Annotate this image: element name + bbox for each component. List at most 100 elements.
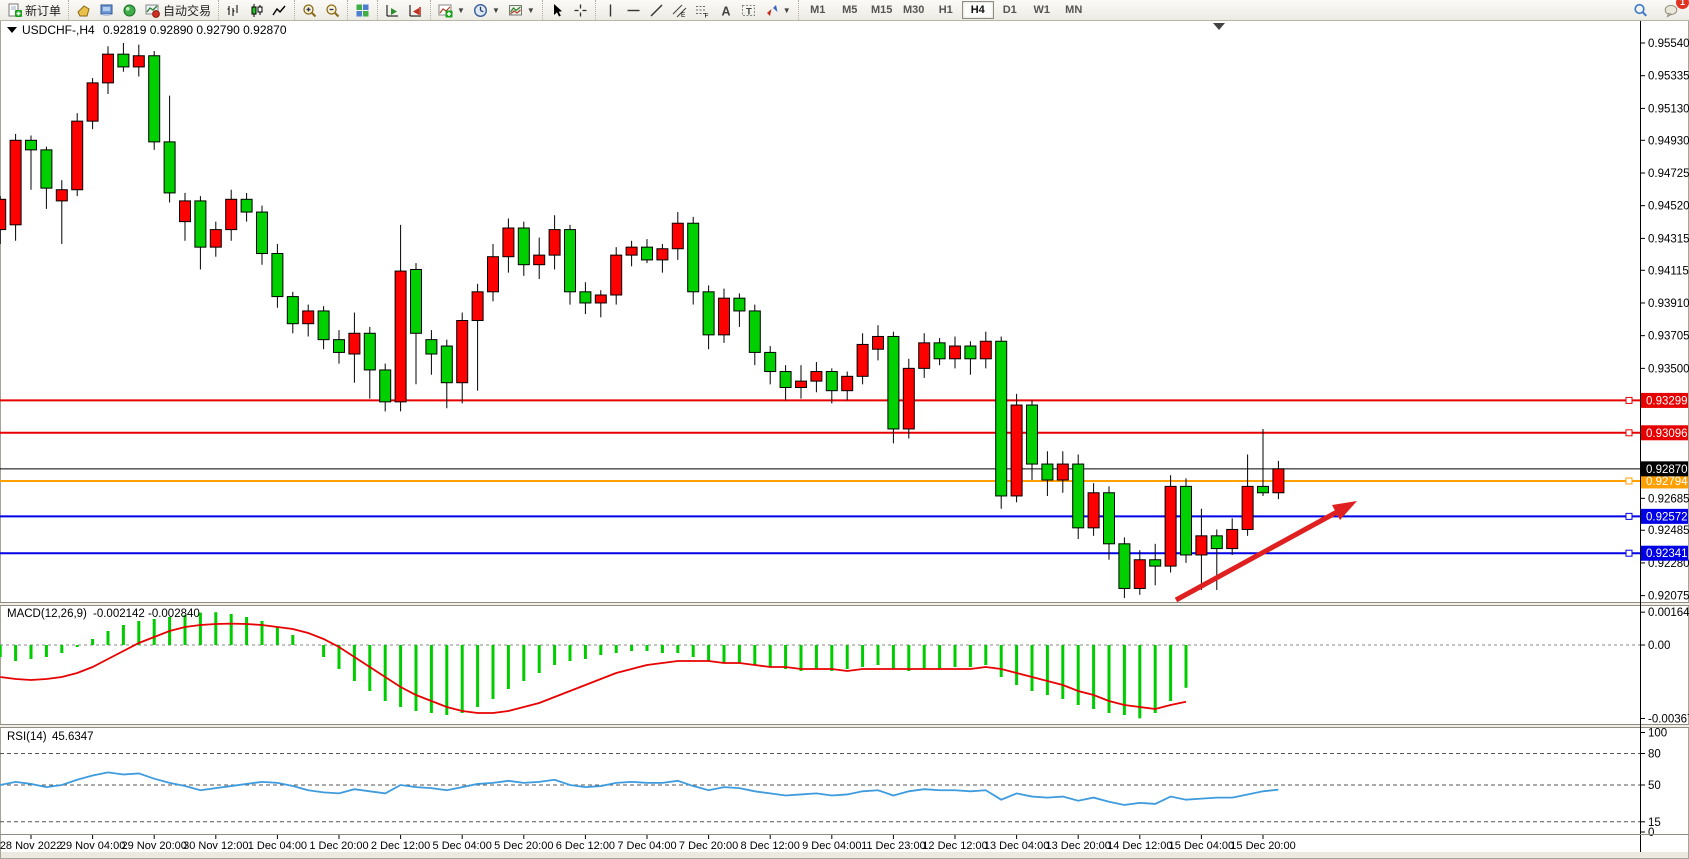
candles-icon (251, 3, 263, 17)
timeframe-m15-button[interactable]: M15 (871, 4, 893, 16)
label-t-icon: T (741, 4, 755, 17)
dropdown-caret-icon[interactable]: ▼ (457, 5, 465, 15)
time-tick-label: 6 Dec 12:00 (556, 840, 615, 852)
candle (1210, 535, 1223, 550)
navigator-button[interactable] (118, 0, 141, 20)
candle (579, 291, 592, 304)
toolbar-group-objects: ▼ ▼ ▼ (430, 0, 542, 20)
candlestick-chart-button[interactable] (245, 0, 268, 20)
timeframe-m5-button[interactable]: M5 (842, 4, 858, 16)
data-window-icon (100, 4, 113, 16)
text-label-button[interactable]: T (737, 0, 760, 20)
data-window-button[interactable] (95, 0, 118, 20)
hline-0.93096[interactable] (0, 429, 1640, 437)
autotrading-button[interactable]: 自动交易 (141, 0, 215, 20)
candle (0, 198, 7, 231)
candle (748, 310, 761, 353)
macd-tick-label: 0.001642 (1648, 607, 1689, 619)
time-tick-label: 11 Dec 23:00 (861, 840, 926, 852)
line-handle[interactable] (1625, 549, 1633, 557)
hline-0.93299[interactable] (0, 396, 1640, 404)
timeframe-w1-button[interactable]: W1 (1033, 4, 1050, 16)
indicators-button[interactable]: ▼ (434, 0, 469, 20)
hline-0.92794[interactable] (0, 477, 1640, 485)
periods-button[interactable]: ▼ (469, 0, 504, 20)
time-tick-label: 29 Nov 04:00 (60, 840, 125, 852)
time-tick-label: 30 Nov 12:00 (183, 840, 248, 852)
timeframe-mn-button[interactable]: MN (1065, 4, 1083, 16)
pane-separator-macd[interactable] (0, 602, 1689, 606)
trend-arrow-annotation[interactable] (1174, 501, 1357, 603)
auto-scroll-button[interactable] (381, 0, 404, 20)
tile-windows-button[interactable] (351, 0, 374, 20)
price-tick-label: 0.92685 (1648, 493, 1689, 505)
line-price-badge-0.93096: 0.93096 (1641, 425, 1688, 441)
candle (517, 227, 530, 266)
candle (856, 343, 869, 377)
timeframe-d1-button[interactable]: D1 (1002, 4, 1017, 16)
vertical-line-button[interactable] (599, 0, 622, 20)
time-tick-label: 14 Dec 12:00 (1107, 840, 1172, 852)
timeframe-h4-button[interactable]: H4 (961, 1, 994, 19)
indicators-icon (438, 4, 453, 17)
search-icon (1634, 3, 1648, 17)
timeframe-m1-button[interactable]: M1 (810, 4, 826, 16)
dropdown-caret-icon[interactable]: ▼ (782, 5, 791, 15)
fibonacci-button[interactable]: F (691, 0, 714, 20)
candle (410, 268, 422, 334)
line-handle[interactable] (1625, 477, 1633, 485)
line-price-badge-0.92341: 0.92341 (1641, 545, 1688, 561)
navigator-icon (123, 4, 136, 16)
line-handle[interactable] (1625, 429, 1633, 437)
search-button[interactable] (1629, 0, 1652, 20)
hline-0.92341[interactable] (0, 549, 1640, 557)
candle (671, 222, 684, 250)
svg-text:F: F (704, 12, 708, 18)
line-chart-button[interactable] (268, 0, 291, 20)
equidistant-channel-button[interactable]: E (668, 0, 691, 20)
horizontal-line-button[interactable] (622, 0, 645, 20)
chart-shift-button[interactable] (404, 0, 427, 20)
cursor-button[interactable] (546, 0, 569, 20)
new-order-button[interactable]: 新订单 (3, 0, 65, 20)
toolbar-group-zoom (294, 0, 347, 20)
notifications-button[interactable]: 1 (1660, 0, 1689, 20)
cursor-icon (553, 3, 562, 16)
templates-button[interactable]: ▼ (504, 0, 539, 20)
rsi-tick-label: 100 (1648, 728, 1667, 740)
autotrading-icon (145, 4, 160, 18)
zoom-out-button[interactable] (321, 0, 344, 20)
crosshair-button[interactable] (569, 0, 592, 20)
pane-separator-rsi[interactable] (0, 724, 1689, 728)
vline-icon (609, 4, 611, 16)
dropdown-caret-icon[interactable]: ▼ (526, 5, 535, 15)
arrows-button[interactable]: ▼ (760, 0, 795, 20)
candle (209, 229, 222, 248)
price-tick-label: 0.93500 (1648, 363, 1689, 375)
chart-shift-marker[interactable] (1213, 23, 1225, 30)
candle (394, 270, 407, 403)
candle (348, 332, 361, 355)
trendline-button[interactable] (645, 0, 668, 20)
price-tick-label: 0.94315 (1648, 233, 1689, 245)
line-handle[interactable] (1625, 512, 1633, 520)
candle (271, 253, 284, 298)
dropdown-caret-icon[interactable]: ▼ (491, 5, 500, 15)
bars-chart-button[interactable] (222, 0, 245, 20)
price-tick-label: 0.94115 (1648, 265, 1689, 277)
main-toolbar: 新订单 自动交易 ▼ ▼ ▼ E F A T ▼ M1 M5 M15 M30 H1 H4 D1 W1 MN 1 (0, 0, 1689, 21)
candle (1133, 559, 1146, 589)
rsi-tick-label: 0 (1648, 827, 1654, 839)
autoscroll-icon (386, 4, 399, 16)
text-button[interactable]: A (714, 0, 737, 20)
zoom-in-button[interactable] (298, 0, 321, 20)
market-watch-button[interactable] (72, 0, 95, 20)
toolbar-group-windows: 自动交易 (68, 0, 218, 20)
symbol-dropdown-icon[interactable] (7, 27, 17, 33)
timeframe-m30-button[interactable]: M30 (903, 4, 925, 16)
toolbar-group-drawing: E F A T ▼ (594, 0, 798, 20)
hline-0.92572[interactable] (0, 512, 1640, 520)
line-handle[interactable] (1625, 396, 1633, 404)
timeframe-h1-button[interactable]: H1 (938, 4, 953, 16)
